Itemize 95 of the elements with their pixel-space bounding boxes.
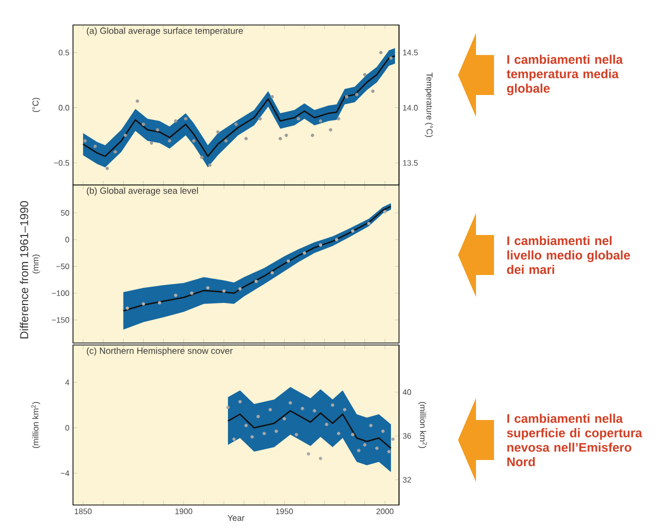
point — [387, 450, 391, 454]
point — [357, 448, 360, 452]
x-axis-title: Year — [228, 514, 244, 521]
y2-axis-title: Temperature (°C) — [424, 72, 433, 137]
point — [156, 128, 160, 132]
point — [270, 271, 274, 275]
point — [328, 128, 332, 132]
point — [334, 238, 338, 242]
y-axis-title: (mm) — [32, 254, 40, 274]
point — [192, 139, 196, 143]
point — [238, 287, 242, 291]
point — [351, 432, 354, 436]
point — [375, 446, 379, 450]
point — [222, 289, 226, 293]
point — [282, 417, 286, 420]
y-axis-title: (°C) — [32, 98, 40, 112]
point — [226, 406, 230, 410]
point — [296, 117, 300, 120]
point — [158, 301, 162, 305]
point — [310, 134, 314, 138]
line-series — [122, 206, 392, 312]
point — [232, 437, 236, 441]
text: I cambiamenti nella temperatura media globale — [506, 54, 623, 96]
text: Difference from 1961–1990 — [20, 201, 28, 338]
point — [142, 302, 146, 306]
point — [234, 122, 238, 126]
point — [268, 408, 272, 412]
point — [174, 294, 178, 298]
point — [208, 163, 212, 167]
point — [344, 95, 348, 98]
point — [142, 122, 146, 126]
point — [216, 130, 220, 134]
point — [150, 141, 154, 145]
point — [258, 117, 262, 120]
point — [324, 422, 328, 426]
point — [363, 443, 366, 447]
point — [369, 424, 373, 428]
point — [124, 134, 128, 138]
point — [244, 424, 248, 428]
point — [114, 150, 117, 154]
point — [363, 72, 366, 76]
text: I cambiamenti nel livello medio globale dei mari — [507, 236, 630, 274]
point — [318, 119, 322, 123]
chart-title: (b) Global average sea level — [86, 187, 198, 196]
y-axis-title: (million km$^{2}$) — [31, 402, 40, 448]
point — [278, 136, 282, 140]
point — [244, 136, 248, 140]
point — [136, 99, 140, 103]
point — [238, 400, 242, 404]
point — [200, 156, 204, 160]
point — [330, 403, 334, 407]
chart-title: (a) Global average surface temperature — [86, 27, 243, 36]
point — [383, 210, 387, 214]
point — [371, 89, 375, 93]
point — [126, 306, 130, 310]
point — [379, 50, 383, 54]
point — [274, 430, 278, 433]
point — [318, 456, 322, 460]
point — [286, 259, 290, 263]
y2-axis-title: (million km$^{2}$) — [418, 402, 427, 448]
line-series — [227, 410, 392, 449]
point — [168, 139, 172, 143]
line-series — [82, 55, 396, 157]
point — [381, 430, 385, 433]
point — [391, 437, 395, 441]
point — [288, 401, 292, 405]
point — [312, 409, 316, 412]
point — [355, 92, 358, 96]
point — [106, 166, 109, 170]
point — [336, 117, 340, 120]
point — [367, 222, 371, 226]
point — [351, 229, 354, 233]
point — [270, 95, 274, 98]
point — [190, 291, 194, 295]
point — [318, 243, 322, 247]
point — [306, 452, 310, 456]
point — [342, 408, 346, 412]
point — [284, 134, 288, 138]
point — [174, 119, 178, 123]
point — [224, 139, 228, 143]
point — [294, 432, 298, 436]
point — [389, 56, 393, 60]
point — [254, 280, 258, 284]
point — [300, 406, 304, 410]
point — [250, 435, 254, 439]
point — [93, 144, 97, 148]
point — [336, 432, 340, 436]
chart-title: (c) Northern Hemisphere snow cover — [86, 347, 233, 356]
point — [302, 251, 306, 255]
point — [262, 432, 266, 436]
point — [256, 414, 260, 418]
text: I cambiamenti nella superficie di copertura nevosa nell’Emisfero Nord — [506, 414, 642, 466]
point — [184, 117, 188, 120]
point — [83, 139, 87, 143]
point — [206, 286, 210, 290]
